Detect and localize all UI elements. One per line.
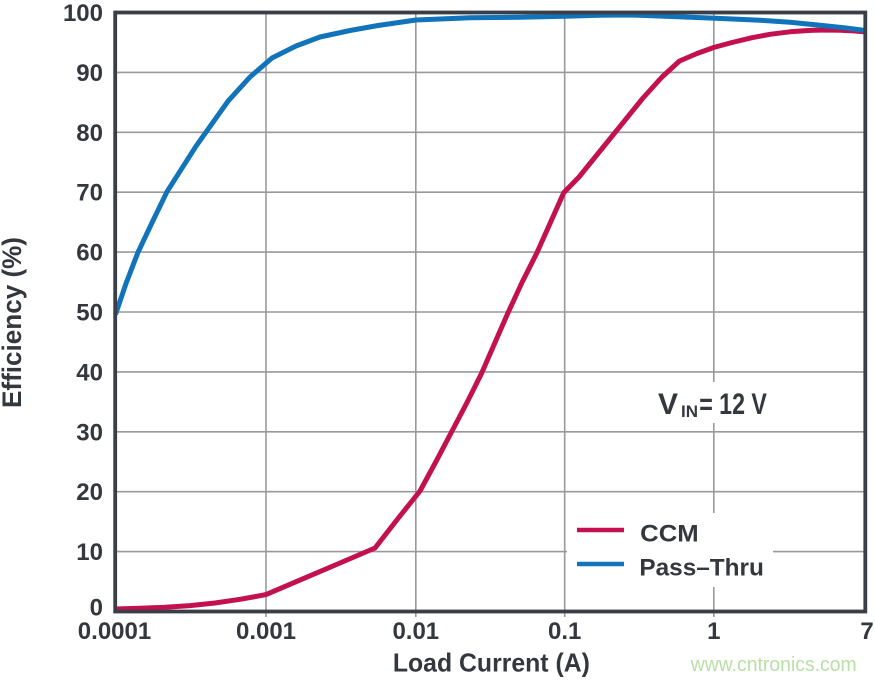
svg-text:Efficiency (%): Efficiency (%)	[0, 237, 27, 408]
svg-text:40: 40	[76, 359, 103, 386]
svg-text:Pass–Thru: Pass–Thru	[639, 555, 764, 582]
svg-text:0: 0	[90, 595, 103, 622]
svg-text:0.01: 0.01	[392, 618, 439, 645]
svg-text:80: 80	[76, 120, 103, 147]
svg-text:0.0001: 0.0001	[78, 618, 151, 645]
svg-text:20: 20	[76, 479, 103, 506]
svg-text:60: 60	[76, 240, 103, 267]
svg-text:0.1: 0.1	[548, 618, 581, 645]
svg-text:7: 7	[860, 618, 873, 645]
svg-text:Load Current (A): Load Current (A)	[393, 648, 590, 678]
svg-text:IN: IN	[681, 402, 698, 421]
svg-text:www.cntronics.com: www.cntronics.com	[690, 654, 857, 676]
svg-text:50: 50	[76, 300, 103, 327]
svg-text:V: V	[658, 388, 678, 421]
svg-text:90: 90	[76, 60, 103, 87]
svg-text:CCM: CCM	[640, 521, 699, 548]
svg-text:1: 1	[707, 618, 720, 645]
svg-text:30: 30	[76, 419, 103, 446]
svg-text:10: 10	[76, 539, 103, 566]
svg-text:100: 100	[63, 0, 103, 27]
svg-text:70: 70	[76, 180, 103, 207]
svg-text:= 12 V: = 12 V	[699, 388, 767, 421]
svg-text:0.001: 0.001	[236, 618, 296, 645]
